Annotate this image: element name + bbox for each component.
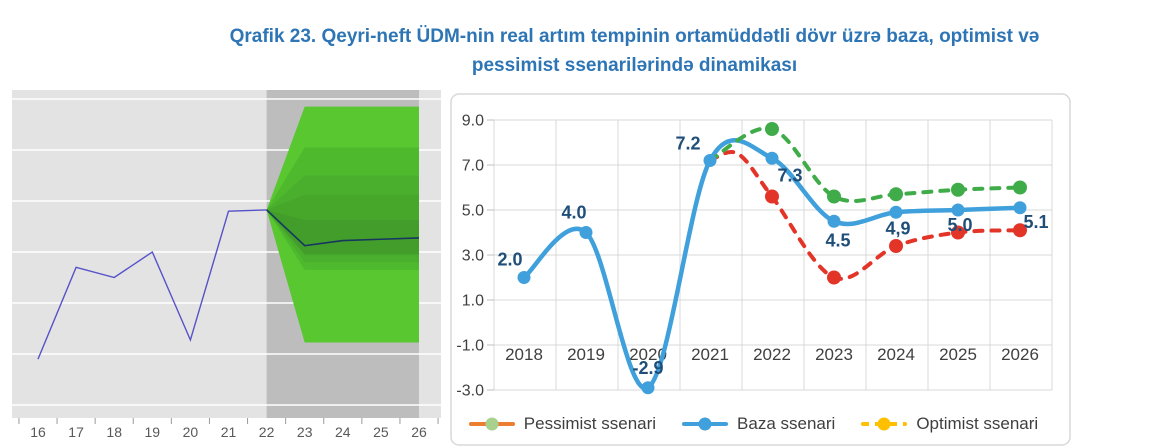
data-point-marker <box>889 187 903 202</box>
fan-x-label: 16 <box>30 424 46 440</box>
fan-x-label: 20 <box>183 424 199 440</box>
data-point-marker <box>579 226 593 239</box>
data-point-marker <box>765 189 779 204</box>
legend-marker-icon <box>698 417 712 431</box>
x-tick-label: 2023 <box>815 345 853 364</box>
fan-x-label: 17 <box>68 424 84 440</box>
data-label: 4.5 <box>825 230 850 250</box>
y-tick-label: 3.0 <box>462 248 484 265</box>
chart-title-line1: Qrafik 23. Qeyri-neft ÜDM-nin real artım… <box>229 26 1040 47</box>
scenario-data-labels: 2.0 4.0 -2.9 7.2 7.3 4.5 4,9 5.0 5.1 <box>497 134 1048 378</box>
y-tick-label: 7.0 <box>462 158 484 175</box>
x-tick-label: 2021 <box>691 345 729 364</box>
data-point-marker <box>1013 223 1027 238</box>
y-tick-label: 9.0 <box>462 113 484 130</box>
legend-swatch-icon <box>861 417 908 432</box>
y-tick-label: 1.0 <box>462 293 484 310</box>
legend-item: Optimist ssenari <box>861 414 1038 434</box>
data-point-marker <box>951 203 965 217</box>
data-point-marker <box>703 154 717 167</box>
data-label: 4.0 <box>561 203 586 223</box>
data-label: 5.0 <box>947 215 972 235</box>
fan-x-axis: 16 17 18 19 20 21 22 23 24 25 26 <box>18 418 439 440</box>
chart-legend: Pessimist ssenari Baza ssenari Optimist ss… <box>450 410 1057 438</box>
data-label: 5.1 <box>1023 212 1048 232</box>
x-tick-label: 2020 <box>629 345 667 364</box>
x-tick-label: 2024 <box>877 345 915 364</box>
y-tick-label: 5.0 <box>462 203 484 220</box>
x-tick-label: 2026 <box>1001 345 1039 364</box>
legend-marker-icon <box>877 417 891 431</box>
chart-title-line2: pessimist ssenarilərində dinamikası <box>471 55 798 76</box>
legend-item: Pessimist ssenari <box>468 414 657 434</box>
scenario-y-axis: 9.0 7.0 5.0 3.0 1.0 -1.0 -3.0 <box>456 113 494 400</box>
data-point-marker <box>951 182 965 197</box>
data-point-marker <box>517 271 531 284</box>
fan-x-label: 23 <box>297 424 313 440</box>
legend-label: Optimist ssenari <box>916 414 1039 433</box>
fan-band <box>266 209 419 255</box>
data-point-marker <box>827 214 841 228</box>
legend-label: Pessimist ssenari <box>523 414 657 433</box>
data-point-marker <box>1013 201 1027 215</box>
legend-marker-icon <box>485 417 499 431</box>
y-tick-label: -1.0 <box>456 338 484 355</box>
fan-x-label: 25 <box>373 424 389 440</box>
fan-chart: 16 17 18 19 20 21 22 23 24 25 26 <box>0 85 450 448</box>
x-tick-label: 2018 <box>505 345 543 364</box>
scenario-gridlines <box>493 119 1053 391</box>
data-point-marker <box>765 151 779 165</box>
fan-x-label: 24 <box>335 424 351 440</box>
fan-x-label: 22 <box>259 424 275 440</box>
data-label: 7.2 <box>675 134 700 154</box>
data-label: -2.9 <box>632 358 663 378</box>
legend-swatch-icon <box>468 417 515 432</box>
legend-item: Baza ssenari <box>682 414 835 434</box>
fan-x-label: 21 <box>221 424 237 440</box>
fan-x-label: 18 <box>106 424 122 440</box>
data-label: 4,9 <box>885 218 910 238</box>
x-tick-label: 2025 <box>939 345 977 364</box>
data-point-marker <box>951 225 965 240</box>
chart-frame <box>450 93 1071 446</box>
legend-swatch-icon <box>682 417 729 432</box>
data-point-marker <box>641 381 655 395</box>
forecast-center-line <box>266 209 420 247</box>
x-tick-label: 2019 <box>567 345 605 364</box>
x-tick-label: 2022 <box>753 345 791 364</box>
data-point-marker <box>765 122 779 136</box>
history-line <box>37 209 267 360</box>
fan-x-label: 26 <box>411 424 427 440</box>
scenario-markers <box>517 122 1027 395</box>
y-tick-label: -3.0 <box>456 383 484 400</box>
data-point-marker <box>889 239 903 253</box>
data-point-marker <box>1013 180 1027 195</box>
data-point-marker <box>827 270 841 285</box>
data-point-marker <box>827 189 841 204</box>
data-label: 7.3 <box>777 165 802 185</box>
data-point-marker <box>889 205 903 219</box>
scenario-chart: 9.0 7.0 5.0 3.0 1.0 -1.0 -3.0 2018 2019 2020 2021 2… <box>450 93 1071 446</box>
fan-chart-svg: 16 17 18 19 20 21 22 23 24 25 26 <box>12 90 441 440</box>
fan-x-label: 19 <box>145 424 161 440</box>
series-line <box>521 138 1023 391</box>
legend-label: Baza ssenari <box>737 414 836 433</box>
data-label: 2.0 <box>497 250 522 270</box>
chart-title: Qrafik 23. Qeyri-neft ÜDM-nin real artım… <box>130 22 1139 80</box>
scenario-x-axis: 2018 2019 2020 2021 2022 2023 2024 2025 2026 <box>505 345 1039 364</box>
